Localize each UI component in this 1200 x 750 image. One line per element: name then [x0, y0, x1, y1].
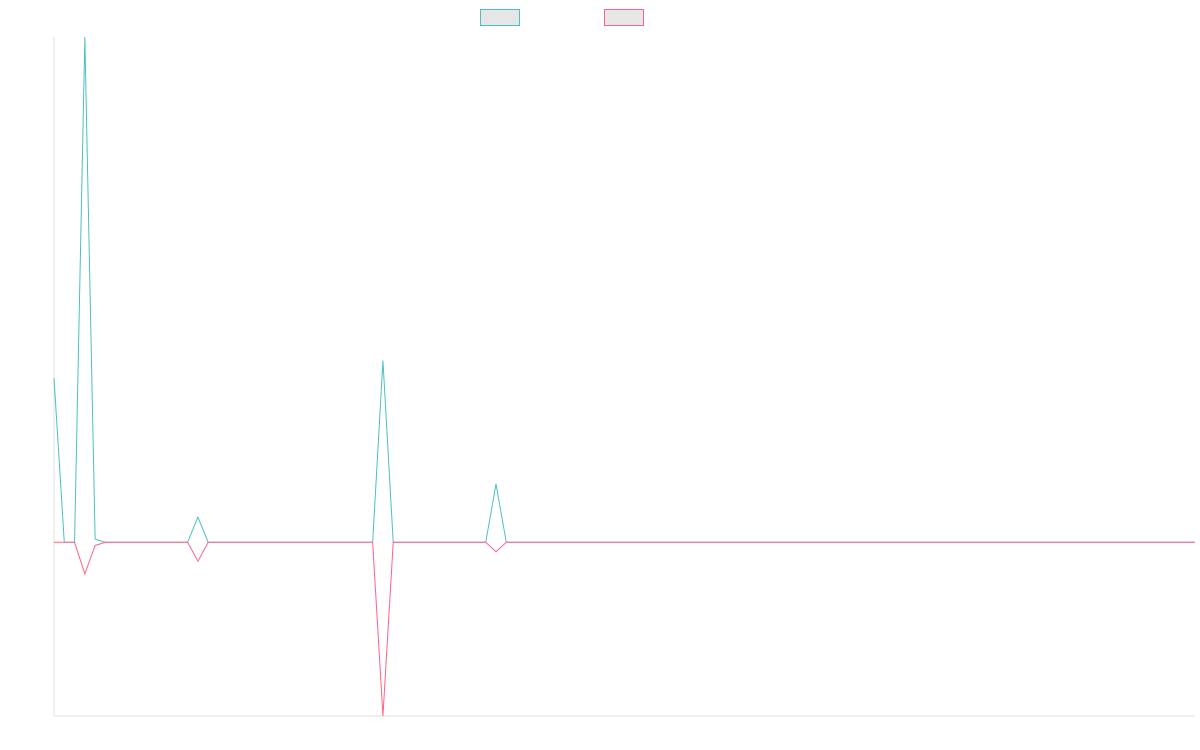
- series-1-line: [53, 36, 1195, 543]
- legend: [0, 9, 1200, 27]
- legend-swatch-series-1: [480, 9, 520, 26]
- series-2-line: [54, 541, 1195, 717]
- legend-swatch-series-2: [604, 9, 644, 26]
- series-layer: [53, 36, 1195, 717]
